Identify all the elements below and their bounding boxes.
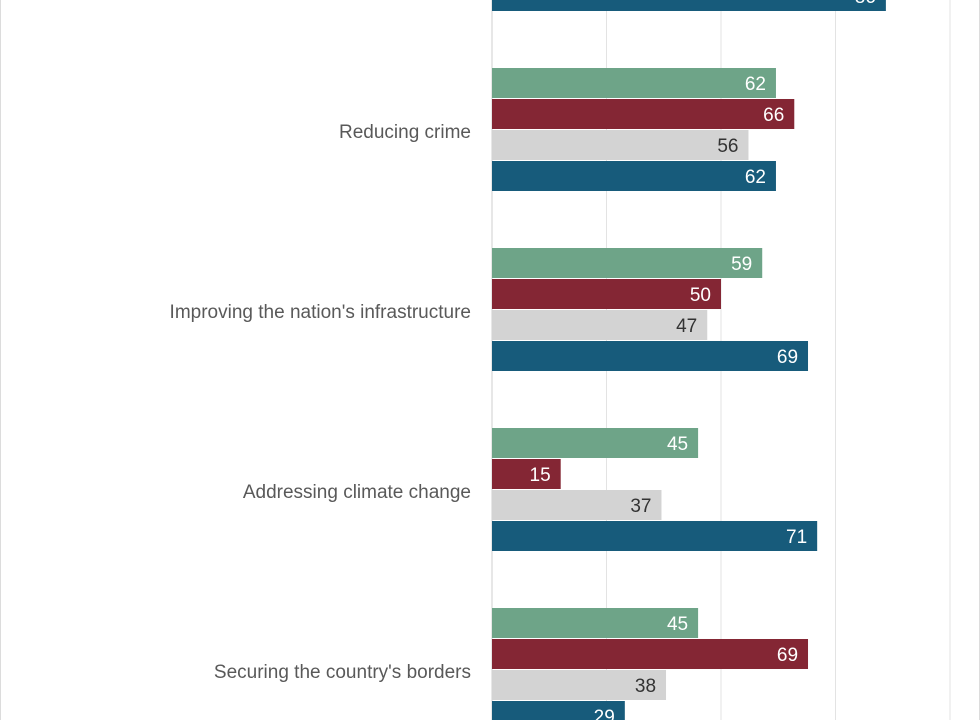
category-label: Securing the country's borders [214,662,471,683]
data-label: 47 [676,316,697,337]
data-label: 62 [745,167,766,188]
category-label: Addressing climate change [243,482,471,503]
bar [492,608,699,638]
bar [492,701,625,720]
bar [492,130,749,160]
bar [492,521,818,551]
data-label: 66 [763,105,784,126]
data-label: 86 [855,0,876,8]
data-label: 45 [667,434,688,455]
data-label: 38 [635,676,656,697]
bar [492,68,776,98]
bar [492,0,886,11]
category-labels: Reducing crime Improving the nation's inf… [170,122,471,683]
bar [492,639,809,669]
category-label: Reducing crime [339,122,471,143]
data-label: 15 [530,465,551,486]
data-label: 69 [777,347,798,368]
data-label: 45 [667,614,688,635]
bar [492,310,708,340]
bar [492,428,699,458]
data-label: 62 [745,74,766,95]
data-label: 71 [786,527,807,548]
bar [492,248,763,278]
category-label: Improving the nation's infrastructure [170,302,471,323]
bar [492,459,561,489]
bar [492,670,667,700]
bar [492,279,721,309]
bar [492,341,809,371]
data-label: 56 [717,136,738,157]
data-label: 29 [594,707,615,720]
bar [492,490,662,520]
data-label: 59 [731,254,752,275]
data-label: 50 [690,285,711,306]
data-label: 37 [630,496,651,517]
data-label: 69 [777,645,798,666]
bar [492,99,795,129]
bar [492,161,776,191]
bars: 86 62 66 56 62 59 50 47 69 45 15 37 71 45 69 38 29 [492,0,886,720]
